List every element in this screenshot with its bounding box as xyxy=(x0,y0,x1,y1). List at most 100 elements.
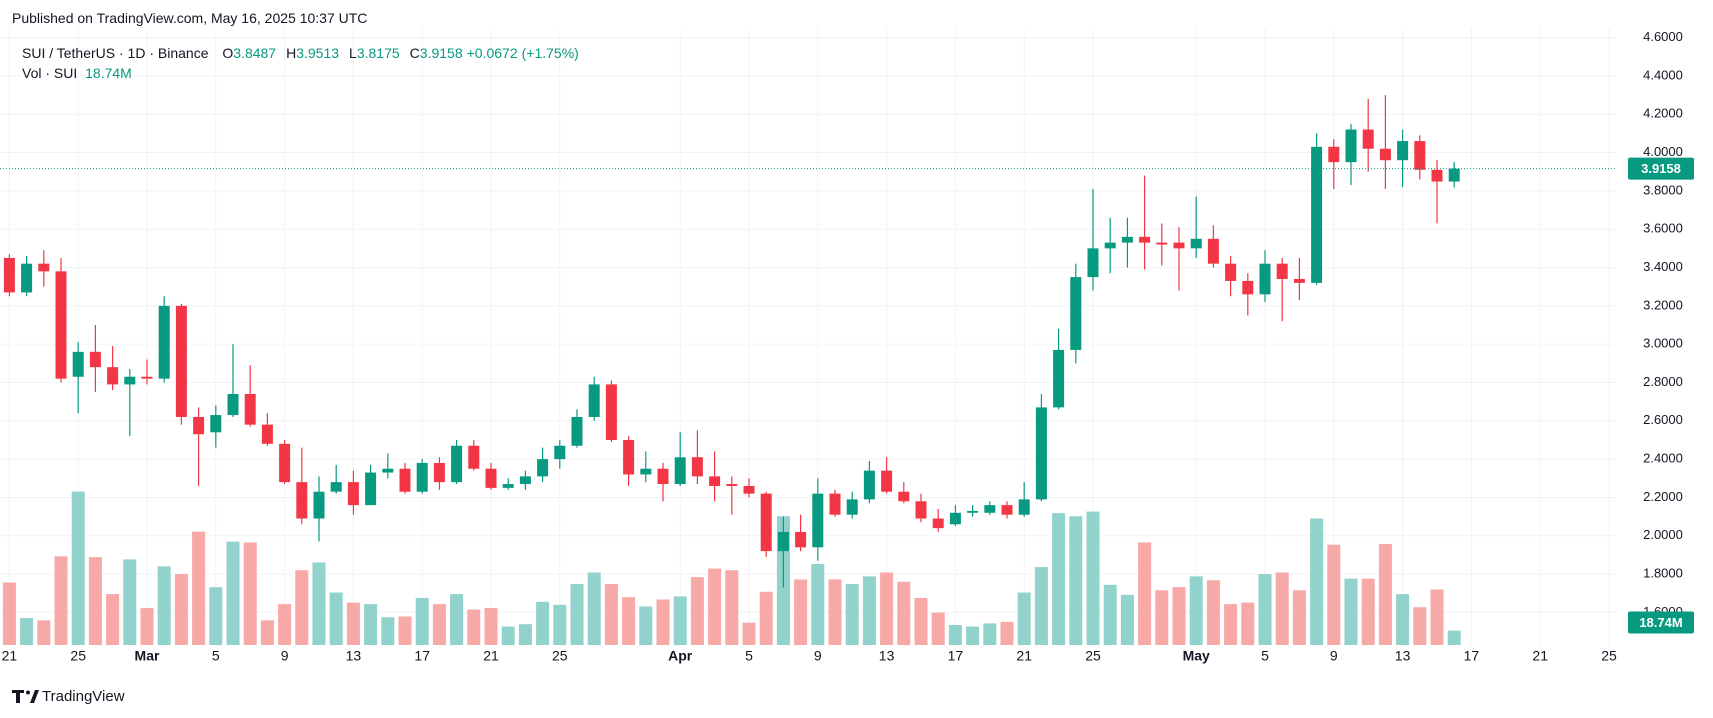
volume-bar xyxy=(1138,542,1152,645)
x-tick-label: 21 xyxy=(2,648,18,664)
volume-bar xyxy=(862,576,876,645)
volume-bar xyxy=(192,531,206,645)
volume-bar xyxy=(123,559,137,645)
ohlc-legend: SUI / TetherUS · 1D · Binance O3.8487 H3.… xyxy=(22,45,583,61)
candle-body xyxy=(1121,236,1133,243)
candle-body xyxy=(743,485,755,494)
candle-body xyxy=(1139,236,1151,243)
ohlc-letter: C xyxy=(409,45,420,61)
candle-body xyxy=(55,271,67,379)
volume-bar xyxy=(432,604,446,645)
y-tick-label: 2.8000 xyxy=(1643,374,1683,389)
volume-bar xyxy=(1172,587,1186,645)
x-tick-label: 13 xyxy=(346,648,362,664)
candle-body xyxy=(554,445,566,460)
candle-body xyxy=(846,499,858,515)
volume-bar xyxy=(1378,543,1392,645)
y-tick-label: 2.6000 xyxy=(1643,412,1683,427)
x-tick-label: 13 xyxy=(1395,648,1411,664)
candle-body xyxy=(863,470,875,500)
candle-body xyxy=(760,493,772,552)
candle-body xyxy=(812,493,824,548)
candle-body xyxy=(1001,505,1013,515)
volume-bar xyxy=(295,570,309,645)
volume-bar xyxy=(897,581,911,645)
candle-body xyxy=(382,468,394,473)
published-line: Published on TradingView.com, May 16, 20… xyxy=(12,10,368,26)
candle-body xyxy=(1087,248,1099,278)
x-tick-label: 25 xyxy=(1601,648,1617,664)
volume-bar xyxy=(88,557,102,645)
candle-body xyxy=(313,491,325,519)
candles xyxy=(0,95,1617,588)
volume-bar xyxy=(450,594,464,645)
volume-bar xyxy=(174,574,188,645)
volume-bar xyxy=(570,584,584,645)
candle-body xyxy=(1345,129,1357,163)
volume-bar xyxy=(1086,511,1100,645)
x-tick-label: Mar xyxy=(135,648,160,664)
candle-body xyxy=(365,472,377,506)
x-tick-label: 5 xyxy=(745,648,753,664)
volume-bar xyxy=(742,622,756,645)
candle-body xyxy=(1431,169,1443,182)
x-tick-label: 21 xyxy=(1532,648,1548,664)
y-tick-label: 2.2000 xyxy=(1643,489,1683,504)
candle-body xyxy=(1156,242,1168,245)
volume-bar xyxy=(484,607,498,645)
volume-bar xyxy=(278,604,292,645)
candle-body xyxy=(691,457,703,477)
volume-bar xyxy=(1344,578,1358,645)
volume-bar xyxy=(828,579,842,645)
candle-body xyxy=(657,468,669,485)
volume-bar xyxy=(1447,630,1461,645)
x-tick-label: 17 xyxy=(414,648,430,664)
candle-body xyxy=(571,416,583,446)
volume-bar xyxy=(364,604,378,645)
volume-bar xyxy=(1292,590,1306,645)
volume-bar xyxy=(312,562,326,645)
volume-bar xyxy=(587,572,601,645)
volume-bar xyxy=(1155,590,1169,645)
volume-bar xyxy=(1241,602,1255,645)
volume-bar xyxy=(2,582,16,645)
candle-body xyxy=(984,505,996,513)
candle-body xyxy=(158,305,170,379)
candle-body xyxy=(1104,242,1116,249)
candle-body xyxy=(605,384,617,440)
candle-body xyxy=(1173,242,1185,249)
logo-mark xyxy=(12,690,24,703)
volume-bar xyxy=(948,624,962,645)
candle-body xyxy=(330,482,342,492)
candle-body xyxy=(21,263,33,293)
y-tick-label: 3.0000 xyxy=(1643,336,1683,351)
candle-body xyxy=(519,476,531,485)
candle-body xyxy=(1259,263,1271,295)
volume-bar xyxy=(1430,589,1444,645)
candle-body xyxy=(72,351,84,377)
volume-bar xyxy=(398,616,412,645)
y-tick-label: 4.0000 xyxy=(1643,144,1683,159)
y-tick-label: 3.4000 xyxy=(1643,259,1683,274)
volume-badge xyxy=(1628,611,1694,634)
candle-body xyxy=(1035,407,1047,500)
candle-body xyxy=(433,462,445,483)
ohlc-value: 3.9513 xyxy=(296,45,340,61)
candle-body xyxy=(829,493,841,515)
y-tick-label: 4.4000 xyxy=(1643,67,1683,82)
candle-body xyxy=(588,384,600,417)
candle-body xyxy=(898,491,910,502)
volume-bar xyxy=(1206,580,1220,645)
volume-legend: Vol · SUI 18.74M xyxy=(22,65,136,81)
candle-body xyxy=(1018,499,1030,515)
y-tick-label: 4.6000 xyxy=(1643,29,1683,44)
volume-pane xyxy=(2,491,1461,645)
candle-body xyxy=(1328,146,1340,163)
candle-body xyxy=(124,376,136,385)
volume-bar xyxy=(811,564,825,645)
volume-bar xyxy=(1103,584,1117,645)
y-tick-label: 3.2000 xyxy=(1643,297,1683,312)
volume-bar xyxy=(845,584,859,645)
volume-bar xyxy=(1413,607,1427,645)
